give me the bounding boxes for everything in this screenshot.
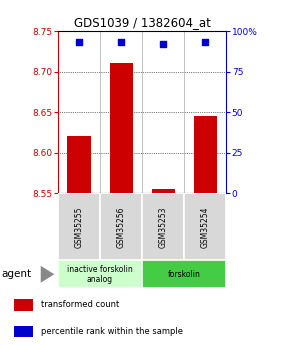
Bar	[14, 326, 33, 337]
Bar	[152, 189, 175, 193]
Text: inactive forskolin
analog: inactive forskolin analog	[67, 265, 133, 284]
Bar	[100, 193, 142, 260]
Text: percentile rank within the sample: percentile rank within the sample	[41, 327, 183, 336]
Point	[77, 40, 81, 45]
Point	[203, 40, 208, 45]
Bar	[184, 193, 226, 260]
Point	[119, 40, 124, 45]
Bar	[58, 193, 100, 260]
Bar	[68, 137, 90, 193]
Text: transformed count: transformed count	[41, 300, 120, 309]
Bar	[14, 299, 33, 310]
Text: GSM35256: GSM35256	[117, 206, 126, 248]
Bar	[142, 193, 184, 260]
Point	[161, 41, 165, 47]
Text: GSM35255: GSM35255	[75, 206, 84, 248]
Bar	[194, 116, 217, 193]
Bar	[110, 63, 133, 193]
Text: GSM35253: GSM35253	[159, 206, 168, 248]
Bar	[142, 260, 226, 288]
Bar	[58, 260, 142, 288]
Text: GSM35254: GSM35254	[201, 206, 210, 248]
Text: agent: agent	[1, 269, 32, 279]
Text: forskolin: forskolin	[168, 270, 201, 279]
Polygon shape	[41, 266, 54, 283]
Text: GDS1039 / 1382604_at: GDS1039 / 1382604_at	[74, 16, 211, 29]
